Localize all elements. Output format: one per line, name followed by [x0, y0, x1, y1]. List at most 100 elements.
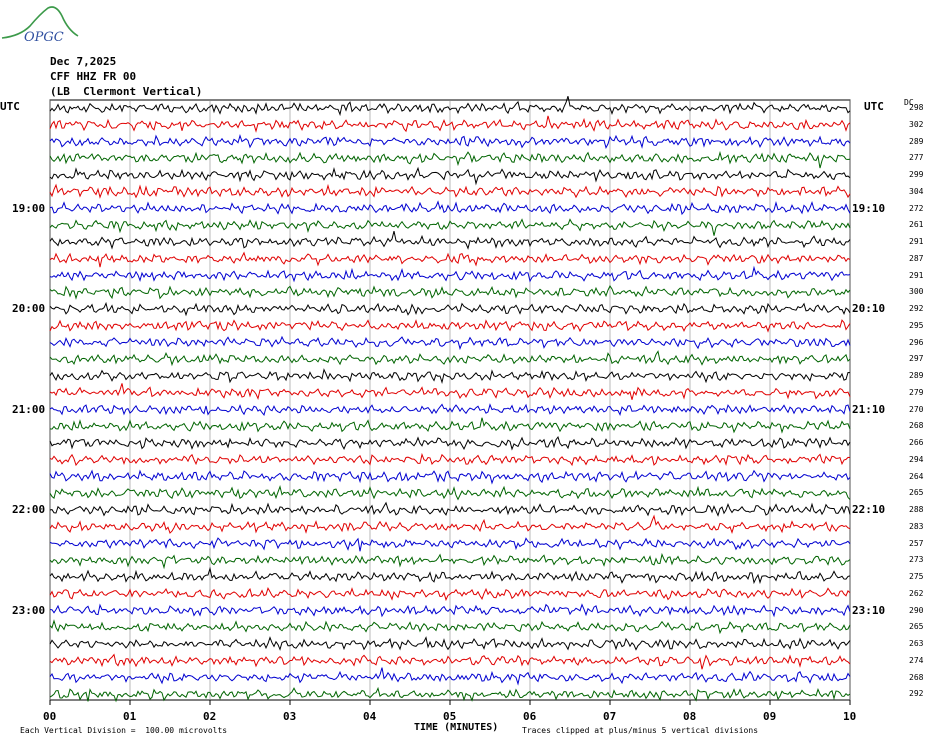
seismic-trace	[49, 403, 851, 417]
dc-offset-label: 294	[909, 454, 924, 464]
dc-offset-label: 272	[909, 203, 924, 213]
x-tick-label: 01	[123, 710, 137, 723]
seismic-trace	[49, 350, 851, 367]
dc-offset-label: 265	[909, 488, 924, 498]
dc-offset-label: 296	[909, 337, 924, 347]
right-axis-label: UTC	[864, 100, 884, 113]
seismic-trace	[49, 251, 851, 268]
seismic-trace	[49, 150, 851, 169]
x-tick-label: 07	[603, 710, 617, 723]
dc-offset-label: 289	[909, 136, 924, 146]
x-tick-label: 02	[203, 710, 217, 723]
right-hour-label: 19:10	[852, 201, 886, 215]
seismic-trace	[49, 653, 851, 670]
dc-offset-label: 297	[909, 354, 924, 364]
left-axis-label: UTC	[0, 100, 20, 113]
dc-offset-label: 287	[909, 253, 924, 263]
seismic-trace	[49, 200, 851, 216]
seismic-trace	[49, 183, 851, 199]
x-tick-label: 08	[683, 710, 697, 723]
dc-offset-label: 292	[909, 304, 924, 313]
dc-offset-label: 295	[909, 320, 924, 330]
dc-offset-label: 288	[909, 505, 924, 514]
seismic-trace	[49, 636, 851, 651]
dc-offset-label: 291	[909, 237, 924, 246]
x-tick-label: 10	[843, 710, 857, 723]
dc-offset-label: 263	[909, 639, 924, 648]
seismic-trace	[49, 368, 851, 385]
seismic-trace	[49, 335, 851, 351]
right-hour-label: 21:10	[852, 402, 886, 416]
x-tick-label: 04	[363, 710, 377, 723]
location-label: (LB Clermont Vertical)	[50, 85, 203, 98]
dc-offset-label: 302	[909, 119, 924, 129]
right-hour-label: 23:10	[852, 603, 886, 617]
seismic-trace	[49, 134, 851, 150]
x-tick-label: 03	[283, 710, 297, 723]
dc-offset-label: 268	[909, 421, 924, 431]
station-label: CFF HHZ FR 00	[50, 70, 137, 83]
seismic-trace	[49, 514, 851, 534]
footer-scale-note: Each Vertical Division = 100.00 microvol…	[20, 726, 228, 735]
seismic-trace	[49, 485, 851, 501]
right-hour-label: 22:10	[852, 503, 886, 516]
left-hour-label: 19:00	[12, 201, 46, 215]
dc-offset-label: 273	[909, 555, 924, 565]
dc-offset-label: 283	[909, 521, 924, 531]
seismic-trace	[49, 284, 851, 300]
seismic-trace	[49, 501, 851, 517]
dc-offset-label: 265	[909, 622, 924, 632]
dc-offset-label: 275	[909, 572, 924, 581]
seismic-trace	[49, 230, 851, 250]
left-hour-label: 22:00	[12, 503, 46, 516]
dc-offset-label: 262	[909, 588, 924, 598]
dc-offset-label: 270	[909, 404, 924, 414]
dc-offset-label: 274	[909, 655, 924, 665]
seismic-trace	[49, 552, 851, 570]
seismic-trace	[49, 566, 851, 585]
dc-offset-label: 290	[909, 605, 924, 615]
dc-offset-label: 298	[909, 103, 924, 112]
seismic-trace	[49, 537, 851, 552]
right-hour-label: 20:10	[852, 302, 886, 315]
x-tick-label: 09	[763, 710, 777, 723]
left-hour-label: 20:00	[12, 302, 46, 315]
seismic-trace	[49, 319, 851, 333]
left-hour-label: 23:00	[12, 603, 46, 617]
seismic-trace	[49, 166, 851, 186]
dc-offset-label: 300	[909, 287, 924, 297]
seismic-trace	[49, 436, 851, 451]
x-tick-label: 06	[523, 710, 537, 723]
seismic-trace	[49, 301, 851, 317]
seismic-trace	[49, 469, 851, 485]
seismic-trace	[49, 452, 851, 467]
x-axis-label: TIME (MINUTES)	[414, 722, 499, 733]
dc-offset-label: 291	[909, 270, 924, 280]
seismic-trace	[49, 383, 851, 401]
dc-offset-label: 264	[909, 471, 924, 481]
dc-offset-label: 279	[909, 387, 924, 397]
seismic-trace	[49, 96, 851, 117]
date-label: Dec 7,2025	[50, 55, 117, 68]
dc-offset-label: 268	[909, 672, 924, 682]
dc-offset-label: 304	[909, 186, 924, 196]
x-tick-label: 00	[43, 710, 57, 723]
footer-clip-note: Traces clipped at plus/minus 5 vertical …	[522, 726, 759, 735]
opgc-logo: OPGC	[1, 6, 79, 44]
seismic-trace	[49, 115, 851, 133]
seismic-trace	[49, 603, 851, 618]
dc-offset-label: 266	[909, 438, 924, 447]
seismic-trace	[49, 619, 851, 635]
dc-offset-label: 292	[909, 689, 924, 699]
dc-offset-label: 261	[909, 220, 924, 230]
seismic-trace	[49, 417, 851, 434]
seismic-trace	[49, 218, 851, 236]
dc-label: DC	[904, 98, 914, 107]
dc-offset-label: 257	[909, 538, 924, 548]
dc-offset-label: 289	[909, 371, 924, 380]
x-tick-label: 05	[443, 710, 457, 723]
seismic-trace	[49, 265, 851, 283]
left-hour-label: 21:00	[12, 402, 46, 416]
dc-offset-label: 277	[909, 153, 924, 163]
